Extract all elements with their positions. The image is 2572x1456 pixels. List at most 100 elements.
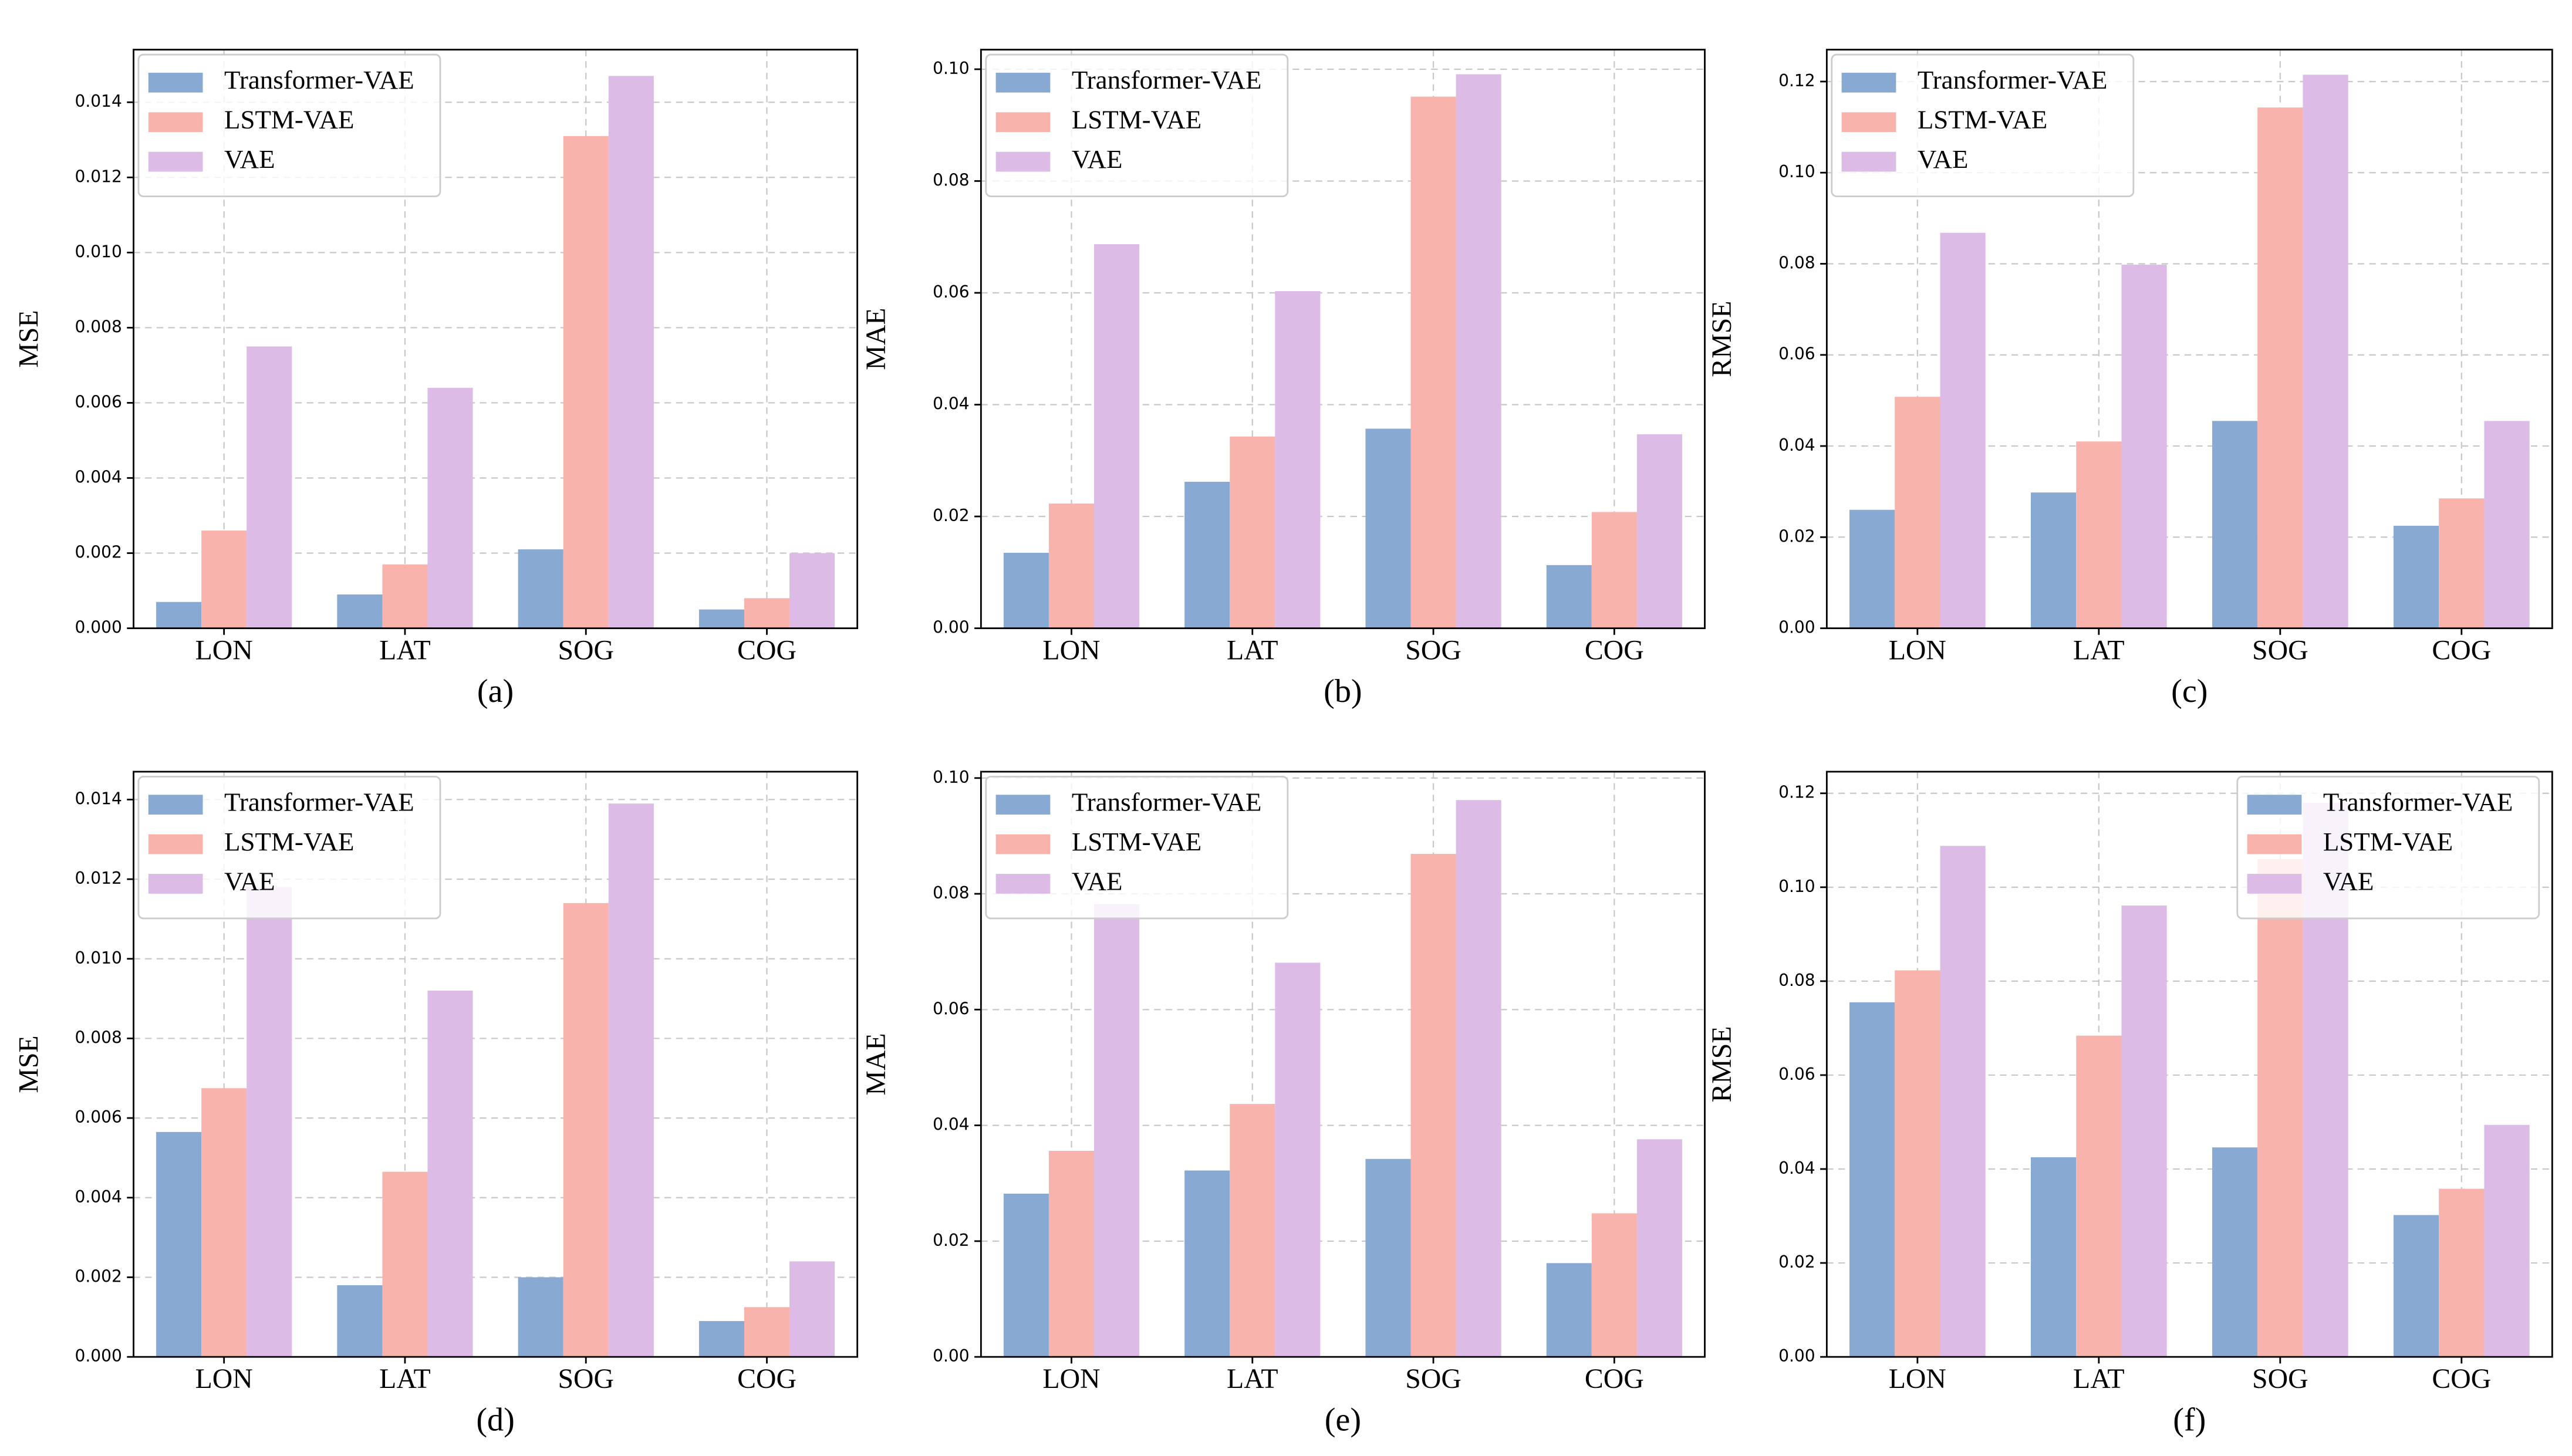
x-tick-label: COG	[737, 1363, 796, 1394]
caption: (d)	[476, 1401, 514, 1438]
legend-box	[985, 775, 1289, 920]
legend-label: LSTM-VAE	[224, 105, 354, 134]
y-tick-label: 0.10	[1778, 162, 1815, 181]
y-tick-label: 0.010	[75, 242, 121, 261]
legend-swatch	[995, 112, 1051, 133]
legend-label: VAE	[1918, 144, 1969, 174]
y-axis-label: MSE	[13, 1035, 44, 1093]
legend-label: Transformer-VAE	[224, 65, 414, 94]
bar	[247, 887, 292, 1357]
bar	[2030, 1157, 2077, 1357]
bar	[2212, 1147, 2258, 1357]
bar	[1591, 1213, 1637, 1357]
legend: Transformer-VAE LSTM-VAE VAE	[1831, 53, 2135, 198]
y-axis-label: MSE	[13, 310, 44, 367]
legend: Transformer-VAE LSTM-VAE VAE	[2236, 775, 2540, 920]
legend-swatch	[995, 795, 1051, 815]
bar	[337, 594, 383, 629]
legend-swatch	[148, 874, 203, 894]
caption: (b)	[1324, 673, 1362, 710]
plot-frame	[980, 771, 1706, 1358]
x-tick-label: COG	[1585, 1363, 1644, 1394]
y-tick-label: 0.004	[75, 467, 121, 487]
plot-frame	[133, 771, 859, 1358]
bar	[1410, 853, 1456, 1357]
legend-swatch	[995, 151, 1051, 172]
bar	[1365, 1158, 1411, 1357]
y-tick-label: 0.014	[75, 789, 121, 808]
bar	[156, 1131, 202, 1357]
bar	[563, 136, 609, 629]
y-tick-label: 0.00	[933, 1346, 970, 1366]
legend-label: VAE	[2323, 866, 2374, 896]
bar	[2030, 492, 2077, 629]
x-tick-label: SOG	[2252, 635, 2308, 666]
x-tick-label: SOG	[2252, 1363, 2308, 1394]
chart-panel: 0.000 0.002 0.004 0.006 0.008 0.010 0.012 0.014…	[13, 771, 859, 1438]
bar	[2439, 1188, 2485, 1357]
x-tick-label: LAT	[379, 635, 431, 666]
plot-frame	[980, 49, 1706, 629]
legend-label: Transformer-VAE	[224, 787, 414, 816]
x-tick-label: LAT	[2073, 1363, 2125, 1394]
bar	[789, 553, 835, 629]
bar	[563, 903, 609, 1357]
bar	[2121, 265, 2167, 629]
chart-panel: 0.00 0.02 0.04 0.06 0.08 0.10 LON LAT SOG COG MAE (…	[860, 768, 1706, 1438]
x-tick-label: COG	[2432, 1363, 2491, 1394]
x-tick-label: LON	[1042, 635, 1100, 666]
legend-label: Transformer-VAE	[1072, 65, 1262, 94]
y-tick-label: 0.08	[1778, 971, 1815, 990]
legend-label: LSTM-VAE	[1918, 105, 2047, 134]
legend-label: LSTM-VAE	[224, 827, 354, 856]
y-axis-label: RMSE	[1706, 1026, 1737, 1103]
bar	[382, 1171, 428, 1357]
bar	[2076, 441, 2122, 629]
y-axis-label: MAE	[860, 1033, 892, 1095]
y-tick-label: 0.04	[1778, 1158, 1815, 1178]
y-tick-label: 0.00	[933, 618, 970, 637]
bar	[1230, 1104, 1275, 1357]
y-tick-label: 0.02	[1778, 526, 1815, 546]
y-tick-label: 0.10	[933, 768, 970, 787]
x-tick-label: LON	[1889, 1363, 1946, 1394]
x-tick-label: LON	[1042, 1363, 1100, 1394]
bar	[1636, 1139, 1682, 1357]
legend-box	[1831, 53, 2135, 198]
y-axis-label: MAE	[860, 308, 892, 370]
bar	[382, 564, 428, 629]
x-tick-label: COG	[1585, 635, 1644, 666]
y-tick-label: 0.08	[933, 883, 970, 903]
y-tick-label: 0.00	[1778, 618, 1815, 637]
bar	[427, 991, 473, 1357]
x-tick-label: LON	[1889, 635, 1946, 666]
y-tick-label: 0.006	[75, 392, 121, 411]
bar	[1365, 428, 1411, 629]
x-tick-label: LON	[195, 1363, 253, 1394]
bar	[2484, 421, 2530, 629]
plot-frame	[1825, 49, 2553, 629]
bar	[2303, 75, 2348, 629]
legend: Transformer-VAE LSTM-VAE VAE	[137, 53, 441, 198]
bar	[2439, 498, 2485, 629]
x-tick-label: SOG	[1405, 635, 1461, 666]
bar	[1546, 1263, 1592, 1357]
x-tick-label: LAT	[1227, 1363, 1278, 1394]
bar	[608, 76, 654, 629]
chart-panel: 0.00 0.02 0.04 0.06 0.08 0.10 0.12 LON LAT SOG COG…	[1706, 49, 2553, 710]
legend-label: LSTM-VAE	[1072, 827, 1201, 856]
y-tick-label: 0.00	[1778, 1346, 1815, 1366]
y-tick-label: 0.02	[933, 506, 970, 525]
legend: Transformer-VAE LSTM-VAE VAE	[137, 775, 441, 920]
y-tick-label: 0.04	[933, 1115, 970, 1134]
y-tick-label: 0.08	[1778, 253, 1815, 272]
legend-swatch	[148, 72, 203, 93]
bar	[1275, 291, 1321, 629]
legend-swatch	[1841, 151, 1896, 172]
y-tick-label: 0.008	[75, 317, 121, 336]
chart-panel: 0.00 0.02 0.04 0.06 0.08 0.10 0.12 LON LAT SOG COG…	[1706, 771, 2553, 1438]
legend-swatch	[148, 112, 203, 133]
bar	[1456, 800, 1501, 1357]
bar	[698, 1321, 744, 1357]
